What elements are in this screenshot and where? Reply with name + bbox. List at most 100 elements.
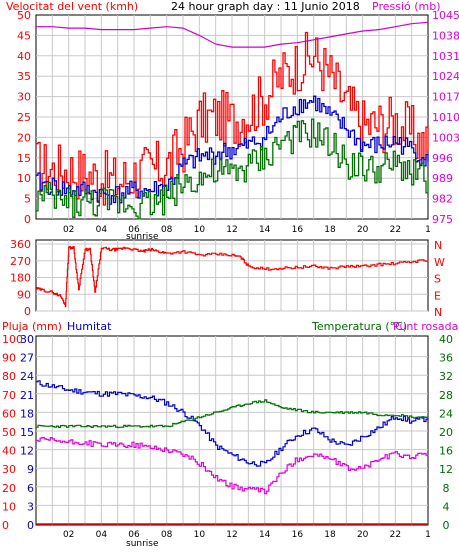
temperature-y-tick-label: 12	[439, 463, 453, 476]
direction-y-tick-label: 0	[24, 305, 31, 318]
pressure-y-tick-label: 982	[432, 193, 453, 206]
rain-y-tick-label: 90	[2, 352, 16, 365]
x-tick-label: 1	[425, 530, 431, 540]
temperature-y-tick-label: 40	[439, 333, 453, 346]
dewpoint-title: Punt rosada	[393, 320, 458, 333]
series-humidity	[36, 380, 429, 467]
x-tick-label: 1	[425, 225, 431, 235]
x-tick-label: 18	[324, 225, 336, 235]
x-tick-label: 08	[161, 225, 173, 235]
x-tick-label: 06	[128, 530, 140, 540]
humidity-y-tick-label: 12	[20, 445, 34, 458]
pressure-y-tick-label: 996	[432, 152, 453, 165]
pressure-y-tick-label: 1003	[432, 131, 459, 144]
temperature-y-tick-label: 24	[439, 407, 453, 420]
wind-direction-grid	[36, 240, 428, 312]
sunrise-label-top: sunrise	[126, 232, 159, 242]
rain-title: Pluja (mm)	[2, 320, 62, 333]
pressure-y-tick-label: 1045	[432, 9, 459, 22]
direction-y-tick-label: 90	[17, 288, 31, 301]
x-tick-label: 10	[194, 530, 206, 540]
humidity-y-tick-label: 3	[27, 500, 34, 513]
compass-label: S	[434, 273, 441, 286]
series-temperature	[36, 399, 429, 429]
x-tick-label: 04	[96, 530, 108, 540]
humidity-y-tick-label: 18	[20, 407, 34, 420]
x-tick-label: 16	[292, 530, 304, 540]
rain-hum-temp-series	[36, 380, 429, 525]
x-tick-label: 12	[226, 225, 237, 235]
wind-y-tick-label: 0	[24, 213, 31, 226]
wind-y-tick-label: 25	[17, 111, 31, 124]
x-tick-label: 08	[161, 530, 173, 540]
rain-y-tick-label: 50	[2, 426, 16, 439]
rain-y-tick-label: 30	[2, 463, 16, 476]
direction-y-tick-label: 180	[10, 272, 31, 285]
x-tick-label: 02	[63, 530, 74, 540]
wind-y-tick-label: 35	[17, 70, 31, 83]
temperature-y-tick-label: 0	[443, 519, 450, 532]
compass-label: N	[434, 306, 442, 319]
x-tick-label: 06	[128, 225, 140, 235]
x-tick-label: 02	[63, 225, 74, 235]
compass-label: E	[434, 289, 441, 302]
compass-label: N	[434, 239, 442, 252]
humidity-y-tick-label: 27	[20, 352, 34, 365]
humidity-y-tick-label: 0	[27, 519, 34, 532]
temperature-y-tick-label: 28	[439, 389, 453, 402]
rain-y-tick-label: 80	[2, 370, 16, 383]
humidity-y-tick-label: 15	[20, 426, 34, 439]
x-tick-label: 20	[357, 530, 369, 540]
series-direction	[36, 245, 429, 308]
graph-title: 24 hour graph day : 11 Junio 2018	[171, 0, 360, 13]
pressure-title: Pressió (mb)	[372, 0, 441, 13]
rain-y-tick-label: 40	[2, 445, 16, 458]
pressure-y-tick-label: 975	[432, 213, 453, 226]
humidity-title: Humitat	[67, 320, 112, 333]
pressure-y-tick-label: 1024	[432, 70, 459, 83]
wind-pressure-series	[36, 21, 429, 220]
x-tick-label: 10	[194, 225, 206, 235]
series-pressure	[36, 21, 429, 48]
wind-y-tick-label: 45	[17, 29, 31, 42]
wind-title: Velocitat del vent (kmh)	[6, 0, 138, 13]
humidity-y-tick-label: 21	[20, 389, 34, 402]
temperature-y-tick-label: 4	[443, 500, 450, 513]
pressure-y-tick-label: 1017	[432, 91, 459, 104]
compass-label: W	[434, 256, 445, 269]
temperature-y-tick-label: 16	[439, 445, 453, 458]
rain-y-tick-label: 10	[2, 500, 16, 513]
series-dewpoint	[36, 436, 429, 495]
wind-y-tick-label: 50	[17, 9, 31, 22]
sunrise-label-bottom: sunrise	[126, 539, 159, 549]
rain-y-tick-label: 70	[2, 389, 16, 402]
x-tick-label: 16	[292, 225, 304, 235]
wind-pressure-axes: 0510152025303540455097598298999610031010…	[17, 9, 459, 235]
temperature-y-tick-label: 32	[439, 370, 453, 383]
pressure-y-tick-label: 1010	[432, 111, 459, 124]
series-wind_avg	[36, 118, 429, 220]
x-tick-label: 14	[259, 530, 271, 540]
x-tick-label: 20	[357, 225, 369, 235]
rain-y-tick-label: 60	[2, 407, 16, 420]
temperature-title: Temperatura (°C)	[311, 320, 407, 333]
direction-y-tick-label: 270	[10, 255, 31, 268]
rain-y-tick-label: 100	[2, 333, 23, 346]
wind-y-tick-label: 40	[17, 50, 31, 63]
x-tick-label: 22	[390, 530, 401, 540]
x-tick-label: 22	[390, 225, 401, 235]
wind-y-tick-label: 10	[17, 172, 31, 185]
x-tick-label: 18	[324, 530, 336, 540]
wind-y-tick-label: 15	[17, 152, 31, 165]
x-tick-label: 14	[259, 225, 271, 235]
series-wind_max	[36, 31, 429, 206]
temperature-y-tick-label: 20	[439, 426, 453, 439]
wind-y-tick-label: 5	[24, 193, 31, 206]
wind-y-tick-label: 20	[17, 131, 31, 144]
pressure-y-tick-label: 1031	[432, 50, 459, 63]
temperature-y-tick-label: 8	[443, 482, 450, 495]
direction-y-tick-label: 360	[10, 238, 31, 251]
